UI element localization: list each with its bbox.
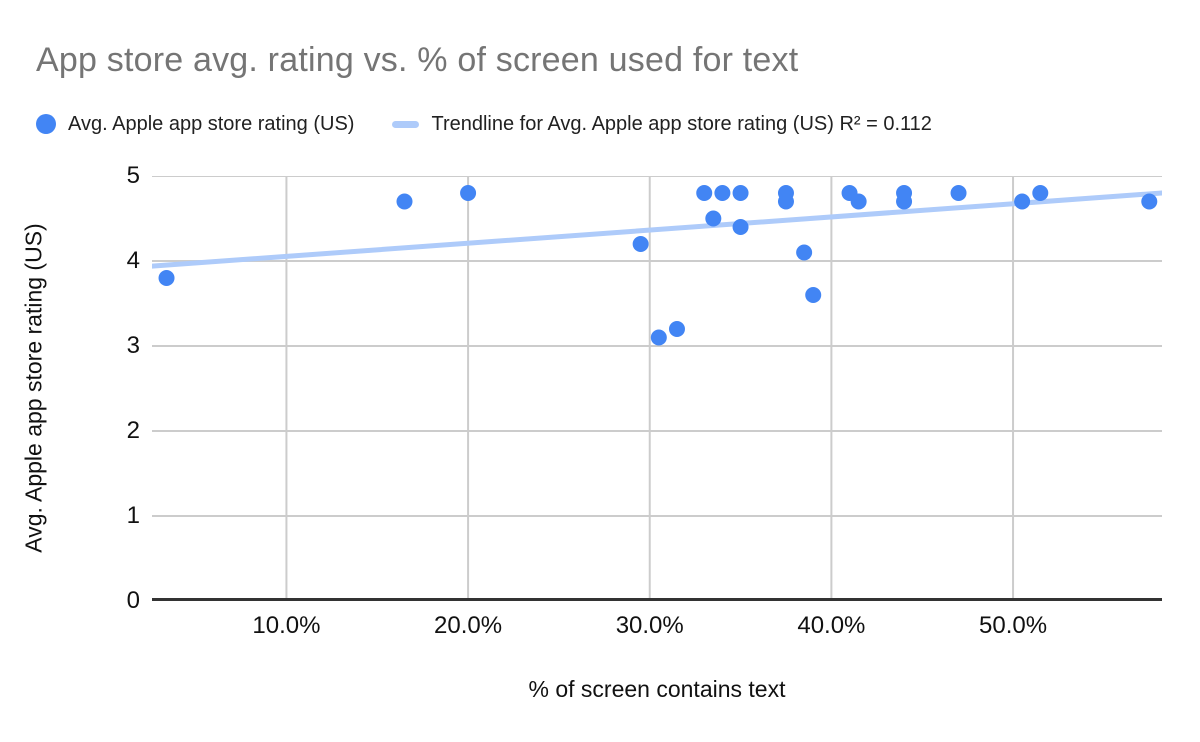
- legend-label: Avg. Apple app store rating (US): [68, 112, 355, 135]
- y-tick-label: 4: [126, 247, 140, 274]
- x-axis-title: % of screen contains text: [528, 676, 786, 702]
- y-tick-label: 3: [126, 332, 140, 359]
- y-tick-label: 0: [126, 587, 140, 614]
- data-point[interactable]: [1141, 193, 1158, 210]
- data-point[interactable]: [668, 321, 685, 337]
- data-point[interactable]: [705, 210, 722, 227]
- data-point[interactable]: [732, 219, 749, 235]
- x-tick-label: 50.0%: [979, 612, 1048, 639]
- data-point[interactable]: [460, 185, 477, 201]
- data-point[interactable]: [1014, 193, 1031, 210]
- data-point[interactable]: [896, 193, 913, 210]
- chart-title: App store avg. rating vs. % of screen us…: [36, 41, 799, 79]
- trendline-swatch-icon: [392, 120, 420, 128]
- x-tick-label: 40.0%: [797, 612, 866, 639]
- y-axis-title: Avg. Apple app store rating (US): [20, 223, 47, 553]
- data-point[interactable]: [696, 185, 713, 201]
- data-point[interactable]: [850, 193, 867, 210]
- data-point[interactable]: [950, 185, 967, 201]
- x-tick-label: 20.0%: [434, 612, 503, 639]
- data-point[interactable]: [1032, 185, 1049, 201]
- y-tick-label: 1: [126, 502, 140, 529]
- x-tick-label: 10.0%: [252, 612, 321, 639]
- legend-item-trendline[interactable]: Trendline for Avg. Apple app store ratin…: [392, 112, 932, 136]
- data-point[interactable]: [158, 270, 175, 286]
- data-point[interactable]: [732, 185, 749, 201]
- data-point[interactable]: [714, 185, 731, 201]
- data-point[interactable]: [796, 244, 813, 261]
- y-tick-label: 5: [126, 162, 140, 189]
- legend: Avg. Apple app store rating (US) Trendlin…: [36, 110, 932, 138]
- legend-label: Trendline for Avg. Apple app store ratin…: [431, 112, 932, 135]
- data-point[interactable]: [632, 236, 649, 252]
- plot-svg: [149, 175, 1165, 601]
- data-point[interactable]: [396, 193, 413, 210]
- trendline[interactable]: [149, 190, 1165, 269]
- plot-area: [149, 175, 1165, 601]
- dot-swatch-icon: [36, 114, 56, 134]
- data-point[interactable]: [805, 287, 822, 303]
- x-tick-label: 30.0%: [615, 612, 684, 639]
- y-tick-label: 2: [126, 417, 140, 444]
- data-point[interactable]: [777, 193, 794, 210]
- legend-item-series[interactable]: Avg. Apple app store rating (US): [36, 113, 354, 136]
- data-point[interactable]: [650, 329, 667, 346]
